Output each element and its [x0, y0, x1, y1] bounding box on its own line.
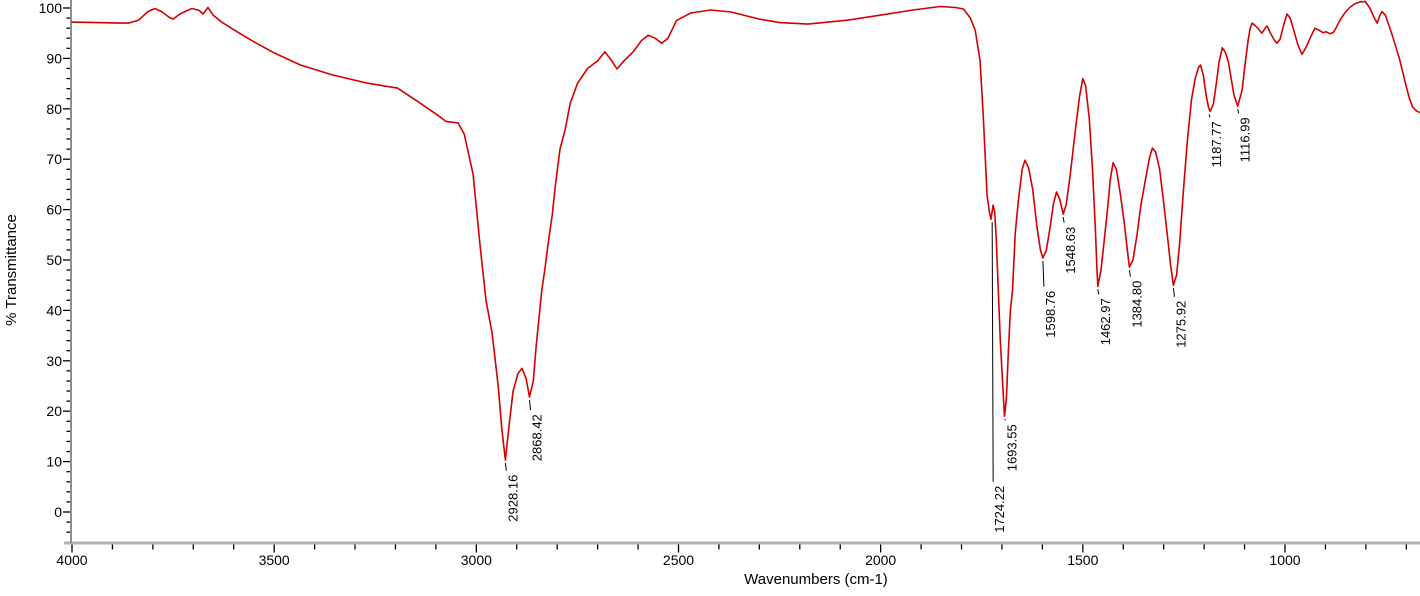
- x-tick-label: 3000: [461, 552, 492, 568]
- peak-wavenumber-label: 1548.63: [1063, 227, 1078, 274]
- y-tick-label: 30: [46, 353, 62, 369]
- peak-wavenumber-label: 1116.99: [1238, 117, 1253, 162]
- peak-leader-line: [1128, 269, 1131, 277]
- peak-leader-line: [1097, 289, 1100, 295]
- peak-wavenumber-label: 2928.16: [505, 475, 520, 522]
- x-tick-label: 4000: [56, 552, 87, 568]
- peak-wavenumber-label: 1275.92: [1173, 301, 1188, 348]
- y-tick-label: 20: [46, 403, 62, 419]
- y-tick-label: 50: [46, 252, 62, 268]
- y-tick-label: 90: [46, 50, 62, 66]
- peak-leader-line: [1172, 288, 1175, 297]
- x-tick-label: 3500: [259, 552, 290, 568]
- peak-leader-line: [1062, 217, 1065, 223]
- y-tick-label: 0: [54, 504, 62, 520]
- peak-wavenumber-label: 1384.80: [1129, 281, 1144, 328]
- x-tick-label: 2500: [663, 552, 694, 568]
- peak-leader-line: [1208, 114, 1211, 118]
- x-tick-label: 1000: [1269, 552, 1300, 568]
- peak-wavenumber-label: 1693.55: [1005, 424, 1020, 471]
- y-tick-label: 10: [46, 454, 62, 470]
- x-tick-label: 1500: [1067, 552, 1098, 568]
- peak-wavenumber-label: 1462.97: [1098, 298, 1113, 345]
- peak-wavenumber-label: 1187.77: [1209, 121, 1224, 167]
- peak-leader-line: [1237, 109, 1240, 114]
- peak-leader-line: [991, 222, 994, 482]
- y-tick-label: 70: [46, 151, 62, 167]
- y-tick-label: 80: [46, 101, 62, 117]
- y-tick-label: 40: [46, 302, 62, 318]
- peak-leader-line: [504, 463, 507, 471]
- spectrum-trace: [71, 0, 1420, 461]
- y-axis-title: % Transmittance: [3, 214, 20, 326]
- spectrum-curve: [71, 0, 1420, 461]
- peak-wavenumber-label: 2868.42: [530, 414, 545, 461]
- x-tick-label: 2000: [865, 552, 896, 568]
- peak-leader-line: [1004, 418, 1006, 421]
- x-axis-title: Wavenumbers (cm-1): [744, 571, 888, 588]
- y-tick-label: 60: [46, 202, 62, 218]
- peak-wavenumber-label: 1598.76: [1043, 291, 1058, 338]
- peak-leader-line: [1042, 260, 1045, 287]
- axis-tick-labels: 4000 3500 3000 2500 2000 1500 1000 0 10 20 30 40 50 6…: [39, 0, 1301, 568]
- axes: [63, 0, 1420, 553]
- peak-leader-line: [529, 400, 532, 411]
- y-tick-label: 100: [39, 0, 63, 16]
- peak-annotations: 2928.16 2868.42 1724.22 1693.55 1598.76 1548.…: [504, 109, 1253, 533]
- peak-wavenumber-label: 1724.22: [992, 486, 1007, 533]
